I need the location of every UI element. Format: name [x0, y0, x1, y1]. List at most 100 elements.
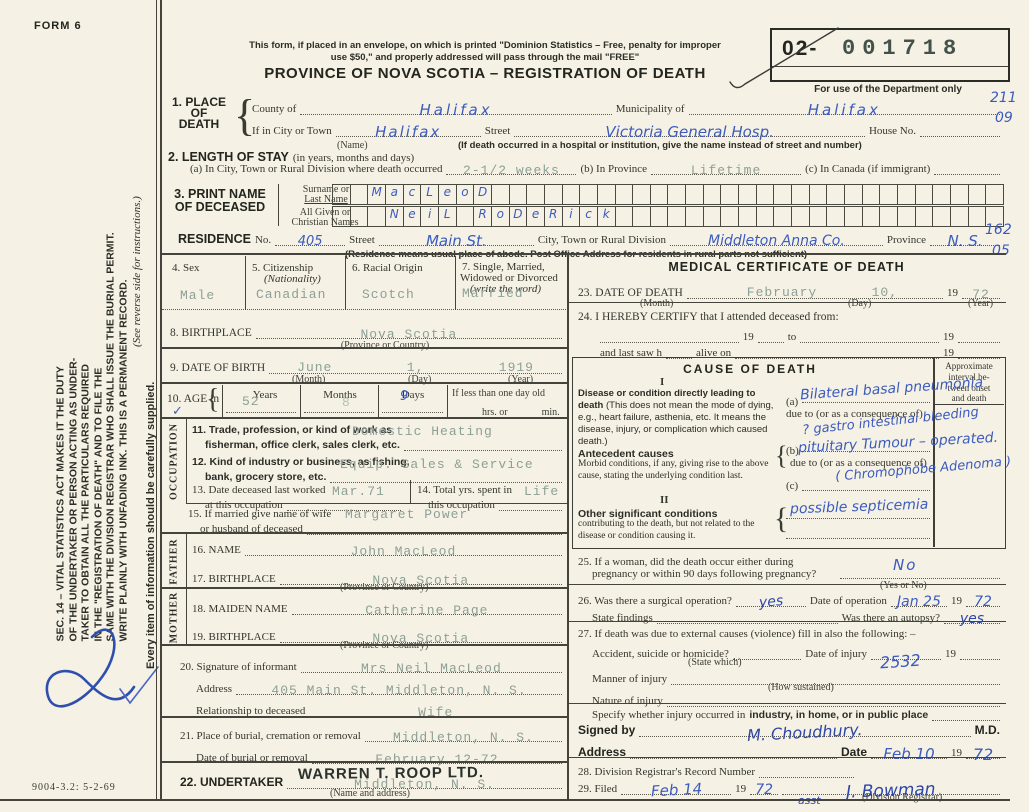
municipality-value: Halifax	[807, 101, 881, 119]
rule-dotted	[304, 412, 374, 413]
margin-line: SAME WITH THE DIVISION REGISTRAR WHO SHA…	[104, 232, 117, 642]
informant-address-label: Address	[196, 683, 233, 695]
char-box	[456, 206, 475, 227]
age-months-label: Months	[323, 389, 357, 401]
street-field: Victoria General Hosp.	[514, 122, 865, 141]
rule-line	[245, 256, 246, 310]
municipality-field: Halifax	[688, 100, 1000, 119]
maiden-name-field: Catherine Page	[291, 600, 562, 618]
last-worked-value: Mar.71	[332, 484, 385, 499]
racial-origin-label: 6. Racial Origin	[352, 262, 423, 274]
mail-note-line2: use $50," and properly addressed will pa…	[330, 52, 640, 63]
margin-line: IN THE "REGISTRATION OF DEATH" AND TO FI…	[92, 367, 104, 642]
surname-label-2: Last Name	[304, 194, 348, 205]
document-code: 9004-3.2: 5-2-69	[32, 782, 116, 793]
filed-year-field: 72	[750, 780, 779, 798]
char-box: N	[385, 206, 404, 227]
registration-prefix: 02-	[782, 37, 819, 60]
manner-label: Manner of injury	[592, 673, 668, 685]
municipality-label: Municipality of	[615, 103, 685, 115]
certify-line: 24. I HEREBY CERTIFY that I attended dec…	[578, 311, 839, 323]
md-label: M.D.	[974, 723, 1000, 737]
state-which-note: (State which)	[688, 657, 742, 668]
place-label-3: DEATH	[178, 117, 220, 131]
mother-birthplace-note: (Province or Country)	[340, 640, 429, 651]
rule-line	[186, 532, 187, 588]
mother-birthplace-label: 19. BIRTHPLACE	[192, 631, 276, 643]
rule-dotted	[786, 538, 930, 539]
spouse-value: Margaret Power	[345, 507, 469, 522]
char-box	[756, 206, 775, 227]
char-box	[915, 184, 934, 205]
char-box: M	[368, 184, 386, 205]
char-box: c	[403, 184, 422, 205]
char-box	[721, 184, 740, 205]
relationship-field: Wife	[309, 702, 562, 720]
residence-street-label: Street	[349, 234, 375, 246]
industry-value: Equip. Sales & Service	[340, 457, 534, 472]
print-name-label-2: OF DECEASED	[174, 200, 266, 214]
birth-month-note: (Month)	[292, 374, 326, 385]
undertaker-note: (Name and address)	[330, 788, 410, 799]
record-number-label: 28. Division Registrar's Record Number	[578, 766, 756, 778]
form-number: FORM 6	[34, 20, 82, 32]
given-label-2: Christian Names	[291, 217, 359, 228]
residence-city-label: City, Town or Rural Division	[537, 234, 666, 246]
birth-month: June	[297, 360, 333, 375]
filed-19: 19	[735, 783, 747, 795]
residence-no-field: 405	[275, 231, 346, 249]
street-label: Street	[484, 125, 511, 137]
char-box: D	[509, 206, 528, 227]
mother-birthplace-field: Nova Scotia	[279, 628, 562, 646]
given-names-label: All Given or Christian Names	[278, 208, 372, 228]
char-box	[862, 206, 881, 227]
stay-a-label: (a) In City, Town or Rural Division wher…	[190, 163, 443, 175]
margin-code-top: 211	[990, 90, 1017, 106]
findings-field	[656, 609, 838, 624]
char-box	[845, 206, 863, 227]
marital-label-2: Widowed or Divorced	[460, 272, 558, 284]
to-label: to	[787, 331, 797, 343]
other-text: contributing to the death, but not relat…	[578, 519, 755, 541]
char-box	[703, 206, 722, 227]
industry-label-1: 12. Kind of industry or business, as fis…	[192, 456, 410, 468]
marital-sub: (write the word)	[470, 283, 542, 295]
signed-year-field: 72	[966, 744, 1000, 764]
char-box: L	[438, 206, 457, 227]
accident-field	[732, 645, 802, 660]
char-box	[950, 206, 969, 227]
antecedent-text: Morbid conditions, if any, giving rise t…	[578, 459, 769, 481]
findings-label: State findings	[592, 612, 653, 624]
pregnancy-field	[840, 578, 1000, 579]
date-of-birth-field: June 1, 1919	[269, 359, 562, 375]
check-mark: ✓	[172, 404, 183, 419]
char-box	[580, 184, 598, 205]
rule-line	[160, 253, 1006, 255]
doctor-signature: M. Choudhury.	[746, 719, 864, 746]
county-field: Halifax	[300, 100, 612, 119]
char-box	[686, 184, 704, 205]
father-vertical-label: FATHER	[168, 538, 180, 585]
pregnancy-value: No	[893, 556, 918, 574]
rule-line	[568, 584, 1006, 586]
operation-year-field: 72	[966, 592, 1000, 610]
interval-line: and death	[951, 393, 987, 404]
rule-line	[568, 757, 1006, 759]
char-box: e	[403, 206, 422, 227]
residence-street-value: Main St.	[425, 232, 487, 250]
disease-rest: (This does not mean the mode of dying, e…	[578, 399, 774, 447]
residence-label: RESIDENCE	[178, 232, 251, 246]
rule-line	[0, 799, 1010, 801]
date-of-death-field: February 10,	[686, 284, 943, 300]
citizenship-sub: (Nationality)	[264, 273, 321, 285]
to-year-field	[958, 328, 1000, 343]
signed-date-field: Feb 10	[871, 744, 947, 763]
county-label: County of	[252, 103, 297, 115]
char-box: e	[527, 206, 545, 227]
char-box	[792, 184, 810, 205]
house-no-label: House No.	[868, 125, 916, 137]
rule-line	[160, 417, 568, 419]
char-box: i	[562, 206, 581, 227]
from-year-field	[757, 328, 784, 343]
rule-line	[447, 385, 448, 418]
